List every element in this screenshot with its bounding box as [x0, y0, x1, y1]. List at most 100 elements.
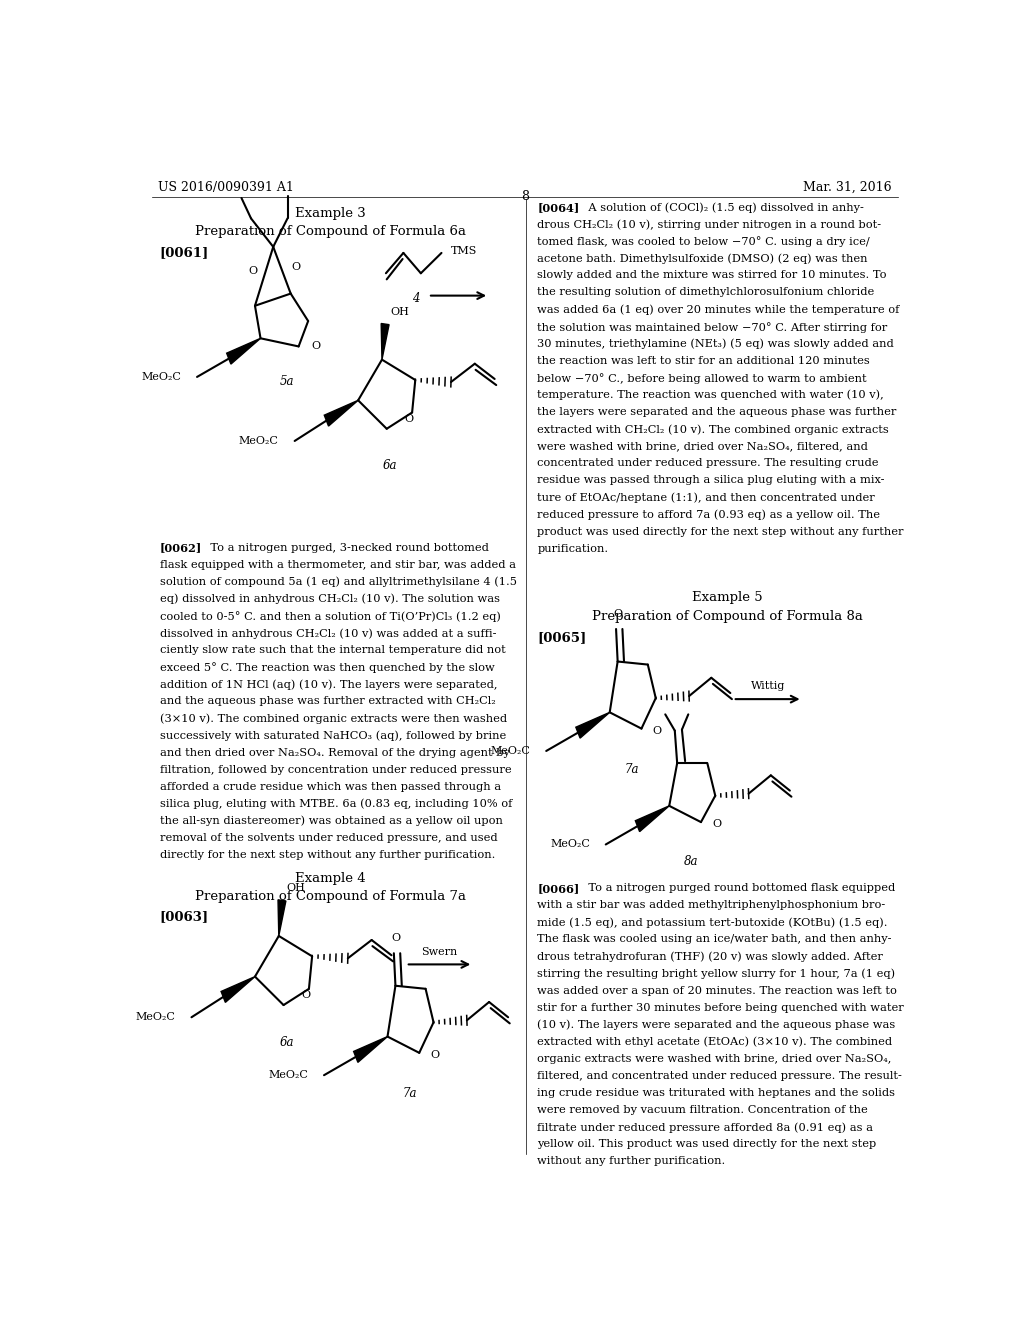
Text: yellow oil. This product was used directly for the next step: yellow oil. This product was used direct… [538, 1139, 877, 1150]
Text: Example 5: Example 5 [692, 591, 763, 605]
Text: O: O [404, 413, 414, 424]
Text: ing crude residue was triturated with heptanes and the solids: ing crude residue was triturated with he… [538, 1088, 896, 1098]
Text: cooled to 0-5° C. and then a solution of Ti(O’Pr)Cl₃ (1.2 eq): cooled to 0-5° C. and then a solution of… [160, 611, 501, 622]
Text: silica plug, eluting with MTBE. 6a (0.83 eq, including 10% of: silica plug, eluting with MTBE. 6a (0.83… [160, 799, 512, 809]
Text: and the aqueous phase was further extracted with CH₂Cl₂: and the aqueous phase was further extrac… [160, 696, 496, 706]
Text: 8: 8 [521, 190, 528, 203]
Text: [0064]: [0064] [538, 202, 580, 213]
Text: was added 6a (1 eq) over 20 minutes while the temperature of: was added 6a (1 eq) over 20 minutes whil… [538, 305, 900, 315]
Text: MeO₂C: MeO₂C [490, 746, 530, 756]
Text: filtrate under reduced pressure afforded 8a (0.91 eq) as a: filtrate under reduced pressure afforded… [538, 1122, 873, 1133]
Text: addition of 1N HCl (aq) (10 v). The layers were separated,: addition of 1N HCl (aq) (10 v). The laye… [160, 680, 498, 690]
Text: was added over a span of 20 minutes. The reaction was left to: was added over a span of 20 minutes. The… [538, 986, 897, 995]
Text: OH: OH [390, 308, 409, 317]
Text: Wittig: Wittig [751, 681, 784, 690]
Polygon shape [381, 323, 389, 359]
Text: TMS: TMS [451, 246, 477, 256]
Text: MeO₂C: MeO₂C [141, 372, 181, 381]
Text: stir for a further 30 minutes before being quenched with water: stir for a further 30 minutes before bei… [538, 1003, 904, 1012]
Polygon shape [325, 400, 358, 426]
Polygon shape [635, 805, 670, 832]
Text: exceed 5° C. The reaction was then quenched by the slow: exceed 5° C. The reaction was then quenc… [160, 663, 495, 673]
Text: the reaction was left to stir for an additional 120 minutes: the reaction was left to stir for an add… [538, 356, 870, 366]
Text: the all-syn diastereomer) was obtained as a yellow oil upon: the all-syn diastereomer) was obtained a… [160, 816, 503, 826]
Text: acetone bath. Dimethylsulfoxide (DMSO) (2 eq) was then: acetone bath. Dimethylsulfoxide (DMSO) (… [538, 253, 868, 264]
Text: [0063]: [0063] [160, 911, 209, 924]
Text: eq) dissolved in anhydrous CH₂Cl₂ (10 v). The solution was: eq) dissolved in anhydrous CH₂Cl₂ (10 v)… [160, 594, 500, 605]
Text: [0065]: [0065] [538, 631, 587, 644]
Text: 7a: 7a [625, 763, 639, 776]
Polygon shape [279, 900, 286, 936]
Text: 6a: 6a [280, 1036, 294, 1048]
Text: O: O [652, 726, 662, 735]
Polygon shape [221, 977, 255, 1002]
Text: the resulting solution of dimethylchlorosulfonium chloride: the resulting solution of dimethylchloro… [538, 288, 874, 297]
Text: MeO₂C: MeO₂C [239, 436, 279, 446]
Text: MeO₂C: MeO₂C [550, 840, 590, 850]
Text: solution of compound 5a (1 eq) and allyltrimethylsilane 4 (1.5: solution of compound 5a (1 eq) and allyl… [160, 577, 517, 587]
Text: reduced pressure to afford 7a (0.93 eq) as a yellow oil. The: reduced pressure to afford 7a (0.93 eq) … [538, 510, 881, 520]
Text: O: O [301, 990, 310, 999]
Text: were removed by vacuum filtration. Concentration of the: were removed by vacuum filtration. Conce… [538, 1105, 868, 1115]
Text: the solution was maintained below −70° C. After stirring for: the solution was maintained below −70° C… [538, 322, 888, 333]
Text: 7a: 7a [402, 1088, 417, 1101]
Text: Preparation of Compound of Formula 7a: Preparation of Compound of Formula 7a [195, 890, 466, 903]
Text: dissolved in anhydrous CH₂Cl₂ (10 v) was added at a suffi-: dissolved in anhydrous CH₂Cl₂ (10 v) was… [160, 628, 497, 639]
Text: US 2016/0090391 A1: US 2016/0090391 A1 [158, 181, 294, 194]
Text: tomed flask, was cooled to below −70° C. using a dry ice/: tomed flask, was cooled to below −70° C.… [538, 236, 870, 247]
Text: [0062]: [0062] [160, 543, 202, 553]
Text: and then dried over Na₂SO₄. Removal of the drying agent by: and then dried over Na₂SO₄. Removal of t… [160, 747, 510, 758]
Text: The flask was cooled using an ice/water bath, and then anhy-: The flask was cooled using an ice/water … [538, 935, 892, 944]
Text: O: O [249, 267, 258, 276]
Text: product was used directly for the next step without any further: product was used directly for the next s… [538, 527, 904, 536]
Text: slowly added and the mixture was stirred for 10 minutes. To: slowly added and the mixture was stirred… [538, 271, 887, 280]
Text: organic extracts were washed with brine, dried over Na₂SO₄,: organic extracts were washed with brine,… [538, 1053, 892, 1064]
Text: directly for the next step without any further purification.: directly for the next step without any f… [160, 850, 496, 859]
Text: Example 4: Example 4 [295, 873, 366, 884]
Text: mide (1.5 eq), and potassium tert-butoxide (KOtBu) (1.5 eq).: mide (1.5 eq), and potassium tert-butoxi… [538, 917, 888, 928]
Text: without any further purification.: without any further purification. [538, 1156, 726, 1167]
Text: Swern: Swern [421, 948, 458, 957]
Text: Example 3: Example 3 [295, 207, 366, 220]
Text: MeO₂C: MeO₂C [136, 1012, 176, 1022]
Text: O: O [430, 1049, 439, 1060]
Text: O: O [613, 609, 623, 619]
Text: with a stir bar was added methyltriphenylphosphonium bro-: with a stir bar was added methyltripheny… [538, 900, 886, 911]
Text: O: O [391, 933, 400, 942]
Text: drous tetrahydrofuran (THF) (20 v) was slowly added. After: drous tetrahydrofuran (THF) (20 v) was s… [538, 952, 884, 962]
Text: were washed with brine, dried over Na₂SO₄, filtered, and: were washed with brine, dried over Na₂SO… [538, 441, 868, 451]
Text: Preparation of Compound of Formula 6a: Preparation of Compound of Formula 6a [195, 226, 466, 239]
Text: purification.: purification. [538, 544, 608, 553]
Text: 8a: 8a [684, 854, 698, 867]
Text: To a nitrogen purged round bottomed flask equipped: To a nitrogen purged round bottomed flas… [578, 883, 895, 894]
Text: stirring the resulting bright yellow slurry for 1 hour, 7a (1 eq): stirring the resulting bright yellow slu… [538, 969, 896, 979]
Text: OH: OH [287, 883, 305, 894]
Text: extracted with CH₂Cl₂ (10 v). The combined organic extracts: extracted with CH₂Cl₂ (10 v). The combin… [538, 424, 889, 434]
Text: 30 minutes, triethylamine (NEt₃) (5 eq) was slowly added and: 30 minutes, triethylamine (NEt₃) (5 eq) … [538, 339, 894, 350]
Text: ciently slow rate such that the internal temperature did not: ciently slow rate such that the internal… [160, 645, 506, 655]
Text: 5a: 5a [280, 375, 294, 388]
Text: successively with saturated NaHCO₃ (aq), followed by brine: successively with saturated NaHCO₃ (aq),… [160, 730, 506, 741]
Text: the layers were separated and the aqueous phase was further: the layers were separated and the aqueou… [538, 407, 897, 417]
Text: drous CH₂Cl₂ (10 v), stirring under nitrogen in a round bot-: drous CH₂Cl₂ (10 v), stirring under nitr… [538, 219, 882, 230]
Text: filtered, and concentrated under reduced pressure. The result-: filtered, and concentrated under reduced… [538, 1071, 902, 1081]
Text: 6a: 6a [383, 459, 397, 473]
Text: filtration, followed by concentration under reduced pressure: filtration, followed by concentration un… [160, 764, 511, 775]
Text: removal of the solvents under reduced pressure, and used: removal of the solvents under reduced pr… [160, 833, 498, 843]
Text: MeO₂C: MeO₂C [268, 1071, 308, 1080]
Text: [0066]: [0066] [538, 883, 580, 894]
Text: To a nitrogen purged, 3-necked round bottomed: To a nitrogen purged, 3-necked round bot… [200, 543, 489, 553]
Text: (3×10 v). The combined organic extracts were then washed: (3×10 v). The combined organic extracts … [160, 713, 507, 723]
Text: Mar. 31, 2016: Mar. 31, 2016 [803, 181, 892, 194]
Text: (10 v). The layers were separated and the aqueous phase was: (10 v). The layers were separated and th… [538, 1019, 896, 1030]
Text: 4: 4 [413, 292, 420, 305]
Text: A solution of (COCl)₂ (1.5 eq) dissolved in anhy-: A solution of (COCl)₂ (1.5 eq) dissolved… [578, 202, 864, 213]
Text: [0061]: [0061] [160, 246, 209, 259]
Text: residue was passed through a silica plug eluting with a mix-: residue was passed through a silica plug… [538, 475, 885, 486]
Text: O: O [292, 263, 301, 272]
Text: extracted with ethyl acetate (EtOAc) (3×10 v). The combined: extracted with ethyl acetate (EtOAc) (3×… [538, 1036, 893, 1047]
Polygon shape [575, 713, 609, 738]
Text: afforded a crude residue which was then passed through a: afforded a crude residue which was then … [160, 781, 501, 792]
Polygon shape [226, 338, 260, 364]
Text: flask equipped with a thermometer, and stir bar, was added a: flask equipped with a thermometer, and s… [160, 560, 516, 570]
